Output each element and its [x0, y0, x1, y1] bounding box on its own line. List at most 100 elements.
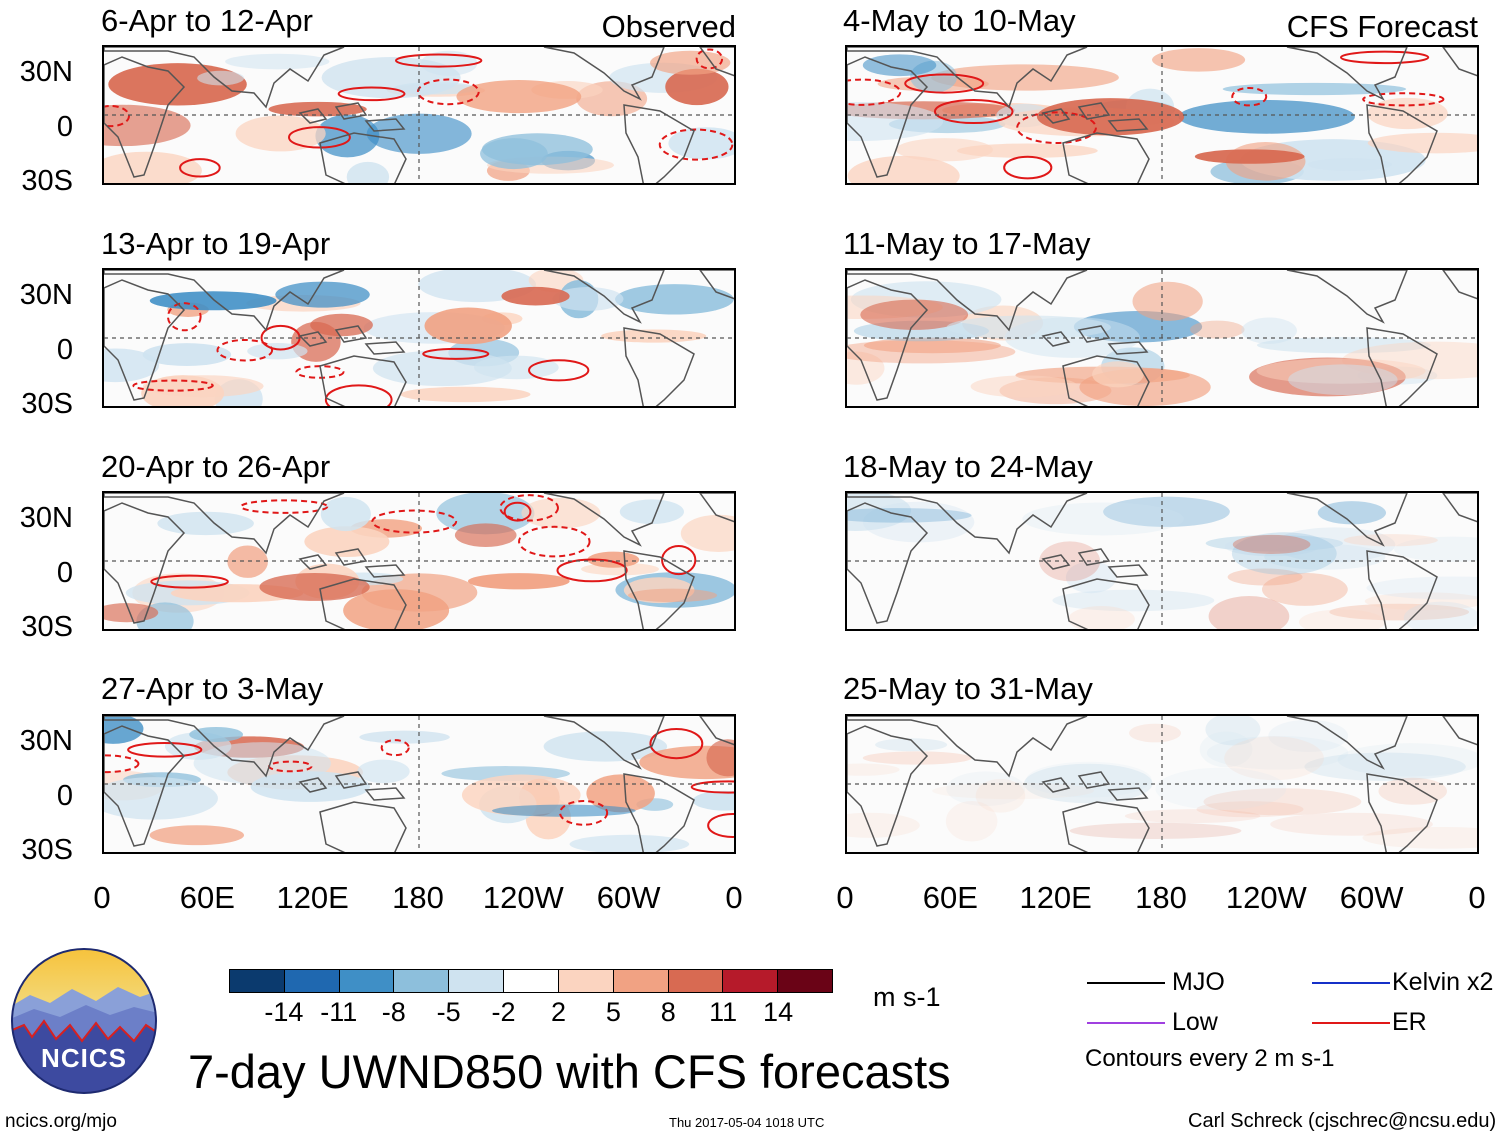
y-tick-label: 30N — [19, 502, 73, 534]
low-legend-line — [1087, 1022, 1165, 1024]
continent-outline — [1077, 102, 1111, 120]
x-tick-label: 0 — [1468, 880, 1486, 915]
anomaly-region — [359, 730, 450, 744]
map-field — [104, 493, 734, 629]
anomaly-region — [104, 151, 202, 183]
anomaly-region — [862, 54, 937, 77]
er-contour — [649, 728, 704, 760]
anomaly-region — [1065, 561, 1117, 594]
anomaly-region — [1022, 502, 1184, 536]
anomaly-region — [895, 138, 993, 162]
colorbar-tick-label: -8 — [381, 997, 406, 1027]
anomaly-region — [1052, 589, 1215, 612]
er-contour — [337, 86, 406, 102]
er-contour — [847, 78, 902, 106]
anomaly-region — [847, 155, 960, 183]
continent-outline — [1077, 325, 1111, 343]
anomaly-region — [197, 70, 245, 86]
colorbar-swatch — [230, 970, 284, 992]
anomaly-region — [1068, 605, 1135, 629]
x-tick-label: 180 — [392, 880, 444, 915]
continent-outline — [298, 777, 328, 793]
er-contour — [104, 754, 140, 774]
anomaly-region — [932, 782, 1094, 800]
colorbar-tick-label: 5 — [605, 997, 621, 1027]
continent-outline — [699, 270, 734, 300]
er-contour — [559, 800, 609, 826]
anomaly-region — [1329, 603, 1470, 621]
continent-outline — [1077, 548, 1111, 566]
continent-outline — [623, 550, 695, 629]
anomaly-region — [650, 50, 731, 75]
anomaly-region — [847, 493, 911, 531]
er-contour — [1016, 111, 1097, 144]
continent-outline — [1041, 777, 1071, 793]
anomaly-region — [1205, 535, 1343, 552]
er-contour — [1231, 86, 1268, 107]
anomaly-region — [1208, 596, 1290, 629]
er-contour — [528, 359, 590, 382]
anomaly-region — [615, 284, 734, 315]
continent-outline — [847, 502, 929, 624]
x-tick-label: 60W — [596, 880, 661, 915]
continent-outline — [334, 325, 368, 343]
anomaly-region — [1206, 735, 1349, 770]
continent-outline — [104, 502, 186, 624]
anomaly-region — [104, 348, 160, 383]
logo-text: NCICS — [41, 1043, 127, 1073]
colorbar-tick-label: -5 — [436, 997, 461, 1027]
er-contour — [104, 104, 130, 128]
continent-outline — [699, 47, 734, 77]
colorbar-swatch — [448, 970, 504, 992]
continent-outline — [1062, 132, 1150, 183]
anomaly-region — [454, 523, 517, 548]
map-field — [104, 270, 734, 406]
er-contour — [166, 302, 202, 332]
anomaly-region — [436, 493, 535, 535]
main-title: 7-day UWND850 with CFS forecasts — [188, 1045, 951, 1098]
map-field — [847, 716, 1477, 852]
anomaly-region — [1231, 532, 1337, 575]
continent-outline — [1062, 578, 1150, 629]
anomaly-region — [1132, 281, 1203, 321]
continent-outline — [1041, 554, 1071, 570]
anomaly-region — [1256, 337, 1431, 354]
anomaly-region — [259, 573, 370, 601]
colorbar-tick-label: 8 — [660, 997, 676, 1027]
continent-outline — [623, 773, 695, 852]
anomaly-region — [310, 313, 373, 337]
map-panel-forecast-3 — [845, 491, 1479, 631]
cfs-forecast-label: CFS Forecast — [1286, 9, 1478, 44]
anomaly-region — [946, 315, 1111, 340]
map-panel-forecast-1 — [845, 45, 1479, 185]
anomaly-region — [1256, 358, 1426, 384]
footer-url: ncics.org/mjo — [5, 1111, 117, 1132]
continent-outline — [1041, 331, 1071, 347]
anomaly-region — [1129, 723, 1181, 743]
anomaly-region — [1394, 536, 1477, 562]
anomaly-region — [945, 801, 998, 842]
ncics-logo: NCICS — [10, 947, 158, 1095]
continent-outline — [1107, 341, 1149, 355]
continent-outline — [847, 279, 929, 401]
anomaly-region — [552, 287, 624, 311]
footer-credit: Carl Schreck (cjschrec@ncsu.edu) — [1188, 1110, 1497, 1132]
anomaly-region — [1224, 736, 1324, 781]
er-contour — [150, 574, 229, 589]
map-panel-observed-2 — [102, 268, 736, 408]
anomaly-region — [1092, 361, 1144, 388]
continent-outline — [1442, 47, 1477, 77]
colorbar-tick-label: 11 — [709, 997, 738, 1027]
er-contour — [240, 499, 329, 514]
continent-outline — [1062, 355, 1150, 406]
continent-outline — [319, 801, 407, 852]
x-tick-label: 180 — [1135, 880, 1187, 915]
colorbar-swatch — [283, 970, 339, 992]
anomaly-region — [142, 375, 264, 398]
er-contour — [690, 780, 734, 794]
er-contour — [416, 78, 480, 106]
anomaly-region — [1069, 822, 1242, 839]
er-contour — [1003, 155, 1053, 180]
anomaly-region — [1222, 82, 1407, 96]
anomaly-region — [847, 340, 1016, 364]
